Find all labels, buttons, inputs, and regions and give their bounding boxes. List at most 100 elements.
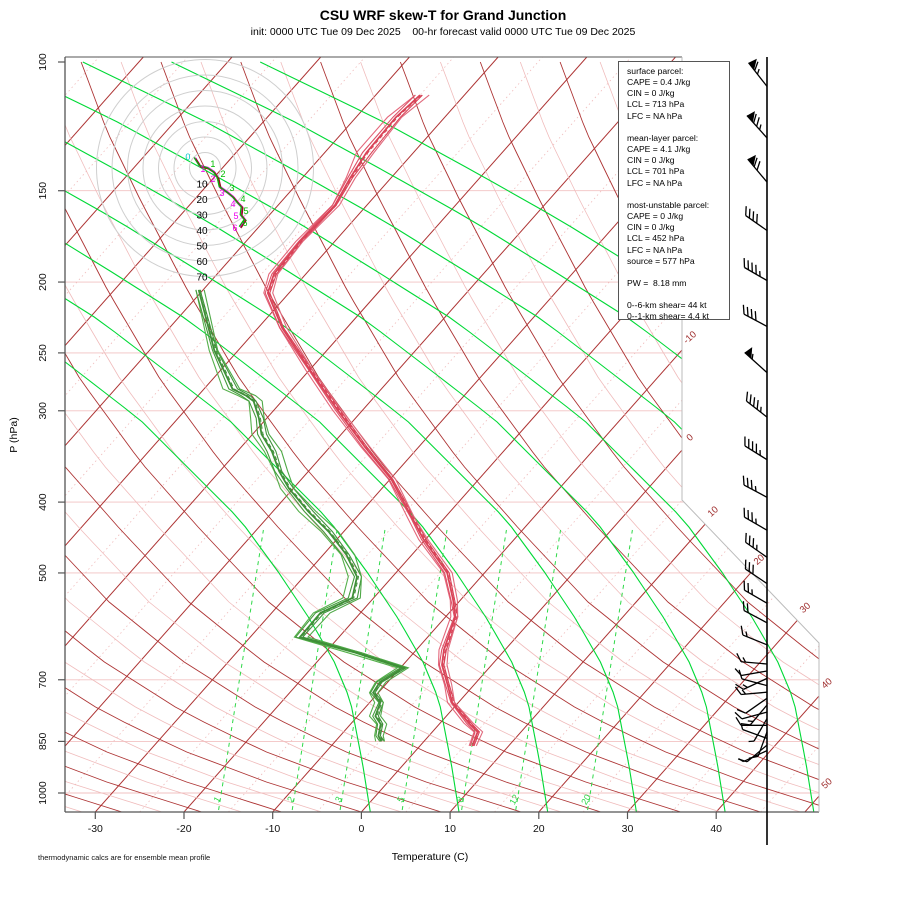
hodograph-ring: [96, 59, 314, 277]
dry-adiabat-minor: [65, 61, 163, 812]
isotherm-line: [65, 57, 499, 812]
moist-adiabat: [65, 61, 815, 812]
dry-adiabat-minor: [65, 61, 642, 812]
hodograph-ring: [111, 74, 299, 262]
hodograph-km-label: 5: [243, 206, 248, 216]
hodograph-km-label: 1: [210, 159, 215, 169]
wind-barb: [734, 686, 768, 696]
dry-adiabat-minor: [120, 61, 819, 812]
dry-adiabat-minor: [65, 61, 721, 812]
dry-adiabat: [65, 61, 681, 812]
temperature-trace-member: [272, 94, 484, 747]
info-box-line: LFC = NA hPa: [627, 110, 683, 121]
info-box-line: source = 577 hPa: [627, 255, 695, 266]
y-tick-label: 150: [37, 182, 49, 200]
dry-adiabat: [65, 61, 362, 812]
parcel-info-box: surface parcel: CAPE = 0.4 J/kg CIN = 0 J/…: [618, 61, 730, 322]
hodograph-km-label: 2: [221, 169, 226, 179]
info-box-line: CAPE = 0.4 J/kg: [627, 77, 691, 88]
y-tick-label: 250: [37, 344, 49, 362]
y-tick-label: 100: [37, 53, 49, 71]
dry-adiabat: [65, 61, 282, 812]
hodograph-km-label: 0: [185, 152, 190, 162]
dry-adiabat-minor: [840, 62, 900, 812]
temperature-trace: [263, 94, 484, 747]
x-tick-label: 0: [358, 823, 364, 835]
dry-adiabat: [65, 61, 202, 812]
hodograph-ring: [127, 90, 283, 246]
isotherm-labels: -10 0 10 20 30 40 50: [681, 329, 834, 791]
x-tick-label: 10: [444, 823, 456, 835]
mixing-ratio-label: 2: [285, 795, 296, 804]
wind-barb: [748, 718, 768, 743]
dry-adiabat: [80, 61, 819, 812]
wind-barb: [742, 601, 768, 624]
dewpoint-trace-dashed-member: [199, 289, 406, 742]
info-box-line: LCL = 713 hPa: [627, 99, 685, 110]
dry-adiabat-minor: [200, 61, 819, 812]
hodograph-trace-member: [193, 157, 245, 227]
dry-adiabat-minor: [280, 61, 819, 812]
page-subtitle: init: 0000 UTC Tue 09 Dec 2025 00-hr for…: [250, 26, 636, 38]
isotherm-right-label: 10: [706, 504, 721, 519]
info-box-line: 0--6-km shear= 44 kt: [627, 300, 707, 311]
isotherm-line: [65, 57, 233, 812]
isotherm-line: [65, 57, 676, 812]
y-tick-label: 400: [37, 493, 49, 511]
wind-barb: [743, 258, 768, 282]
info-box-line: 0--1-km shear= 4.4 kt: [627, 311, 709, 322]
info-box-line: mean-layer parcel:: [627, 132, 699, 143]
moist-adiabat: [65, 61, 726, 812]
isotherm-minor-line: [65, 57, 188, 812]
isotherm-minor-line: [228, 57, 819, 812]
x-tick-label: -30: [88, 823, 103, 835]
y-tick-label: 850: [37, 732, 49, 750]
wind-barb: [744, 559, 768, 585]
dry-adiabat-minor: [759, 61, 819, 812]
hodograph-ring: [189, 152, 221, 184]
wind-barb: [745, 206, 768, 232]
mixing-ratio-label: 12: [507, 793, 521, 807]
y-tick-label: 300: [37, 402, 49, 420]
wind-barb: [745, 532, 768, 558]
mixing-ratio-label: 5: [395, 795, 406, 804]
wind-barb: [743, 507, 768, 531]
moist-adiabat: [65, 61, 460, 812]
moist-adiabat: [171, 61, 819, 812]
mixing-ratio-label: 1: [211, 795, 222, 804]
isotherm-minor-line: [65, 57, 632, 812]
info-box-line: [627, 122, 729, 133]
hodograph-km-label: 5: [233, 211, 238, 221]
y-axis-label: P (hPa): [8, 417, 20, 453]
dry-adiabat-minor: [65, 61, 562, 812]
dry-adiabat: [879, 62, 900, 812]
wind-barb: [742, 475, 768, 498]
isotherm-minor-line: [65, 57, 277, 812]
dry-adiabat: [559, 61, 819, 812]
y-tick-label: 500: [37, 564, 49, 582]
footnote: thermodynamic calcs are for ensemble mea…: [38, 853, 211, 862]
wind-barb: [745, 391, 768, 418]
isotherm-right-label: 0: [684, 432, 695, 444]
hodograph-ring-label: 40: [196, 226, 208, 237]
info-box-line: LFC = NA hPa: [627, 177, 683, 188]
hodograph-ring-label: 30: [196, 211, 208, 222]
y-tick-label: 1000: [37, 781, 49, 805]
dewpoint-trace-member: [195, 289, 402, 742]
y-tick-label: 700: [37, 671, 49, 689]
moist-adiabat: [65, 61, 371, 812]
x-tick-label: 40: [710, 823, 722, 835]
info-box-line: CIN = 0 J/kg: [627, 222, 675, 233]
wind-barbs: [734, 57, 768, 845]
dry-adiabat-minor: [65, 61, 801, 812]
hodograph-ring-label: 50: [196, 242, 208, 253]
isotherm-line: [183, 57, 819, 812]
isotherm-minor-line: [65, 57, 455, 812]
hodograph-km-label: 3: [220, 188, 225, 198]
dewpoint-trace-member: [203, 289, 410, 742]
hodograph-km-label: 6: [243, 218, 248, 228]
mixing-ratio-line: [461, 529, 507, 811]
x-tick-label: -20: [176, 823, 191, 835]
hodograph-ring: [142, 105, 268, 231]
info-box-line: CAPE = 4.1 J/kg: [627, 144, 691, 155]
